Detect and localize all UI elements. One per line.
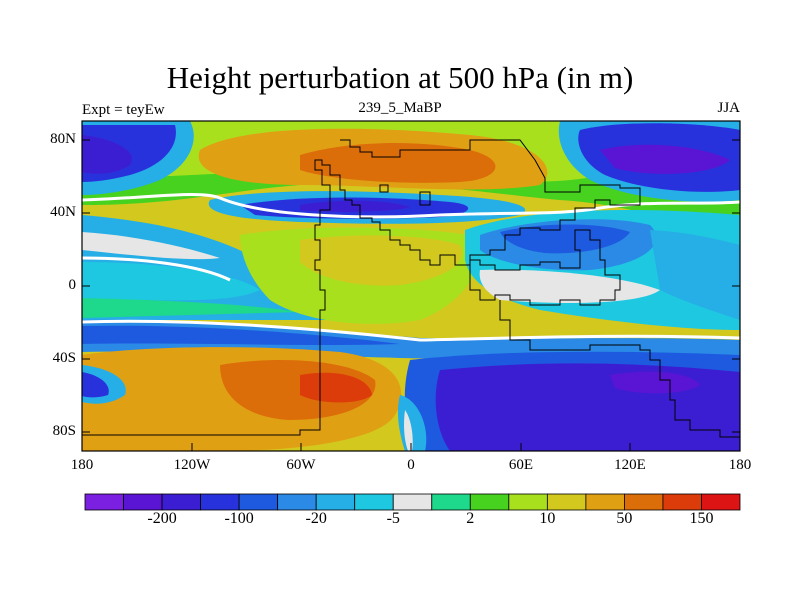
field-se-blue2 bbox=[435, 363, 740, 451]
lon-tick-180w: 180 bbox=[70, 457, 94, 473]
colorbar-label: -5 bbox=[386, 510, 400, 527]
colorbar-label: -100 bbox=[224, 510, 254, 527]
field-asia-blue2 bbox=[500, 224, 630, 254]
lat-tick-80s: 80S bbox=[52, 423, 76, 439]
colorbar-swatch bbox=[123, 493, 163, 511]
field-sw-blue bbox=[82, 372, 109, 398]
colorbar-swatch bbox=[431, 493, 471, 511]
field-ne-violet bbox=[600, 144, 730, 174]
lat-tick-80n: 80N bbox=[50, 131, 76, 147]
season-label: JJA bbox=[717, 100, 740, 116]
colorbar-label: -200 bbox=[147, 510, 177, 527]
field-w-white bbox=[82, 232, 220, 260]
lon-tick-120e: 120E bbox=[614, 457, 646, 473]
colorbar-label: -20 bbox=[305, 510, 327, 527]
experiment-label: Expt = teyEw bbox=[82, 102, 165, 118]
lon-tick-180e: 180 bbox=[728, 457, 752, 473]
colorbar-swatch bbox=[315, 493, 356, 511]
colorbar-swatch bbox=[161, 493, 201, 511]
contour-white-1 bbox=[82, 193, 740, 219]
continent-outlines bbox=[82, 139, 740, 438]
field-nw-blue3 bbox=[82, 135, 132, 174]
contour-white-2 bbox=[82, 319, 740, 342]
colorbar-swatch bbox=[546, 493, 587, 511]
field-e-cyan bbox=[650, 230, 740, 320]
lat-tick-40s: 40S bbox=[52, 350, 76, 366]
colorbar-swatch bbox=[662, 493, 702, 511]
field-north-red bbox=[300, 143, 496, 183]
colorbar-swatch bbox=[624, 493, 664, 511]
colorbar-swatch bbox=[238, 493, 279, 511]
coast-small2 bbox=[379, 184, 389, 193]
axis-ticks bbox=[81, 139, 741, 451]
field-se-violet bbox=[610, 371, 700, 394]
coast-greenland-eurasia bbox=[82, 139, 641, 436]
coast-asia-inner bbox=[469, 229, 621, 306]
chart-title: Height perturbation at 500 hPa (in m) bbox=[166, 60, 634, 95]
colorbar-swatch bbox=[354, 493, 394, 511]
run-label: 239_5_MaBP bbox=[358, 100, 442, 116]
colorbar-swatch bbox=[392, 493, 433, 511]
contour-white-3 bbox=[82, 256, 231, 282]
lat-tick-40n: 40N bbox=[50, 204, 76, 220]
colorbar-swatch bbox=[701, 493, 741, 511]
colorbar-label: 150 bbox=[689, 510, 714, 527]
colorbar-swatch bbox=[277, 493, 317, 511]
colorbar-swatch bbox=[585, 493, 625, 511]
colorbar-label: 2 bbox=[466, 510, 475, 527]
colorbar-label: 50 bbox=[616, 510, 633, 527]
coast-small1 bbox=[419, 191, 431, 206]
colorbar-swatch bbox=[508, 493, 548, 511]
colorbar-label: 10 bbox=[539, 510, 556, 527]
lon-tick-60w: 60W bbox=[286, 457, 316, 473]
lat-tick-0: 0 bbox=[68, 277, 77, 293]
field-40n-band3 bbox=[300, 200, 410, 212]
field-s-white bbox=[404, 410, 413, 451]
field-sw-red bbox=[300, 372, 372, 403]
field-w-green bbox=[82, 298, 300, 318]
colorbar-swatch bbox=[84, 493, 124, 511]
field-w-cyan2 bbox=[82, 262, 260, 301]
lon-tick-0: 0 bbox=[407, 457, 415, 473]
colorbar bbox=[84, 493, 741, 511]
lon-tick-120w: 120W bbox=[173, 457, 211, 473]
field-center-y bbox=[300, 235, 462, 286]
coast-africa-sh bbox=[499, 300, 740, 438]
colorbar-swatch bbox=[469, 493, 510, 511]
lon-tick-60e: 60E bbox=[508, 457, 534, 473]
colorbar-swatch bbox=[200, 493, 240, 511]
